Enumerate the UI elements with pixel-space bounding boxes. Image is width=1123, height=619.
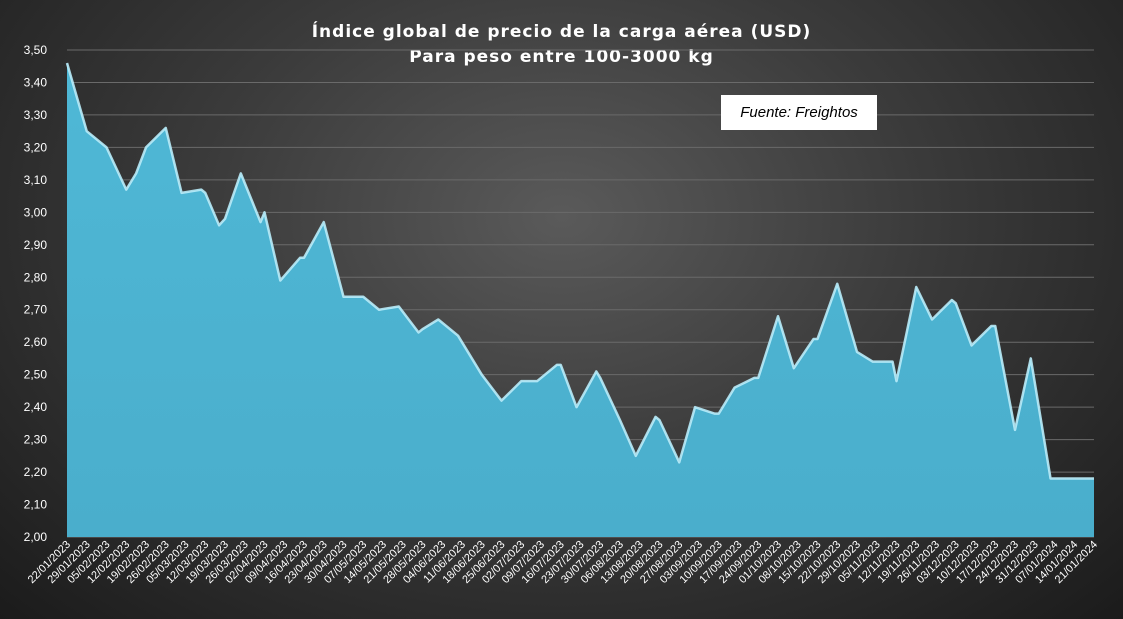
source-annotation: Fuente: Freightos <box>721 95 877 130</box>
y-tick-label: 2,80 <box>24 270 48 284</box>
y-tick-label: 3,20 <box>24 140 48 154</box>
y-tick-label: 3,00 <box>24 205 48 219</box>
area-series <box>65 62 1094 538</box>
y-tick-label: 2,50 <box>24 368 48 382</box>
y-tick-label: 2,00 <box>24 530 48 544</box>
y-tick-label: 3,50 <box>24 43 48 57</box>
y-tick-label: 3,10 <box>24 173 48 187</box>
y-tick-label: 2,70 <box>24 303 48 317</box>
y-axis-labels: 2,00 2,10 2,20 2,30 2,40 2,50 2,60 2,70 2,80 2,90… <box>24 43 48 544</box>
y-tick-label: 3,40 <box>24 75 48 89</box>
y-tick-label: 2,60 <box>24 335 48 349</box>
area-edge-line <box>65 62 1094 480</box>
y-tick-label: 3,30 <box>24 108 48 122</box>
y-tick-label: 2,40 <box>24 400 48 414</box>
area-fill <box>67 62 1094 538</box>
y-tick-label: 2,10 <box>24 498 48 512</box>
y-tick-label: 2,20 <box>24 465 48 479</box>
chart-title-block: Índice global de precio de la carga aére… <box>0 20 1123 70</box>
chart-subtitle: Para peso entre 100-3000 kg <box>409 47 714 67</box>
x-axis-labels: 22/01/202329/01/202305/02/202312/02/2023… <box>26 539 1100 586</box>
y-tick-label: 2,30 <box>24 433 48 447</box>
chart-title: Índice global de precio de la carga aére… <box>311 22 812 42</box>
y-tick-label: 2,90 <box>24 238 48 252</box>
